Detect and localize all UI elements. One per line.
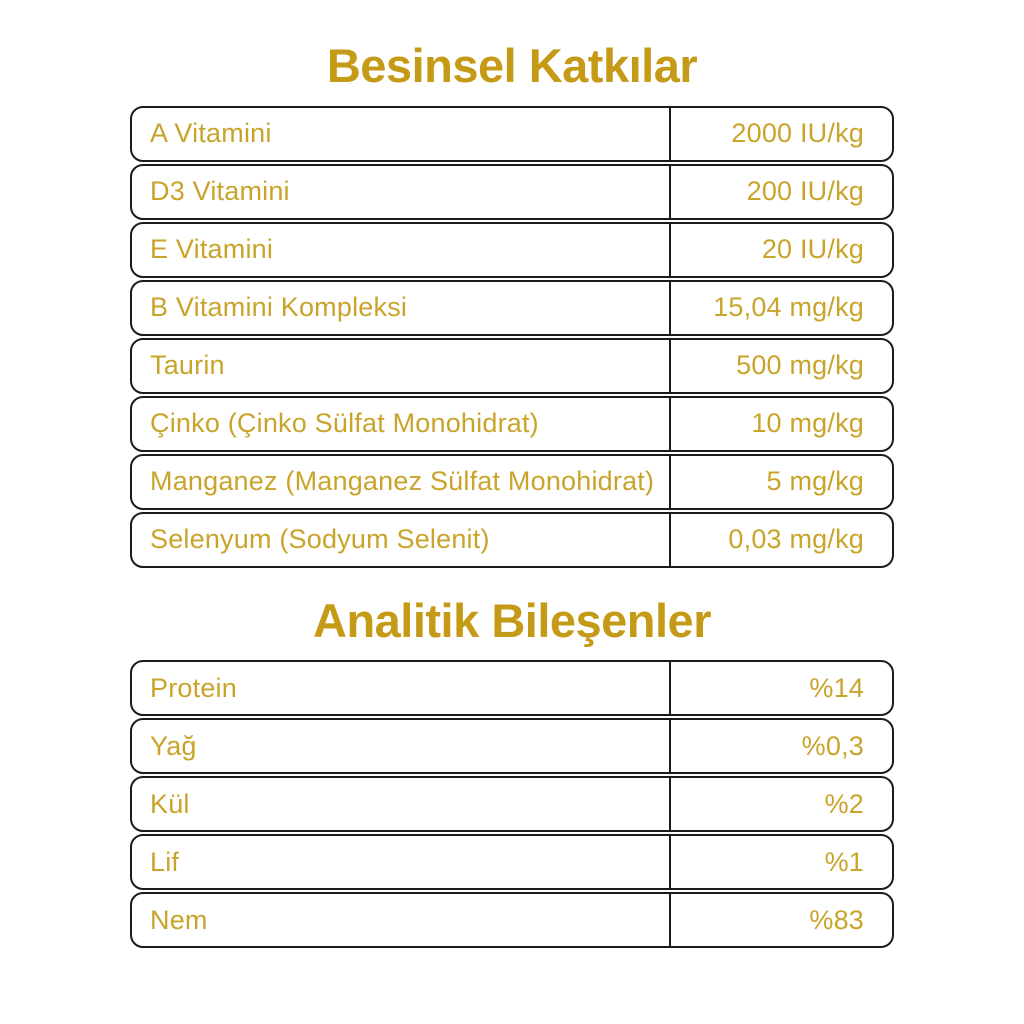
section-title-analytical-components: Analitik Bileşenler <box>313 593 712 647</box>
table-row: B Vitamini Kompleksi 15,04 mg/kg <box>130 279 894 336</box>
row-value: %0,3 <box>801 730 864 761</box>
row-label: Manganez (Manganez Sülfat Monohidrat) <box>132 455 671 508</box>
row-value: 0,03 mg/kg <box>728 524 864 555</box>
row-value: 500 mg/kg <box>736 350 864 381</box>
table-row: Lif %1 <box>130 834 894 891</box>
table-row: Manganez (Manganez Sülfat Monohidrat) 5 … <box>130 453 894 510</box>
row-label: Yağ <box>132 720 671 773</box>
table-row: Nem %83 <box>130 892 894 949</box>
row-label: Lif <box>132 836 671 889</box>
row-value: 10 mg/kg <box>751 408 864 439</box>
row-value: %14 <box>809 672 864 703</box>
row-label: Taurin <box>132 339 671 392</box>
row-label: D3 Vitamini <box>132 165 671 218</box>
row-label: Çinko (Çinko Sülfat Monohidrat) <box>132 397 671 450</box>
row-label: Nem <box>132 894 671 947</box>
row-value: 2000 IU/kg <box>731 118 864 149</box>
row-value: 20 IU/kg <box>761 234 864 265</box>
row-label: B Vitamini Kompleksi <box>132 281 671 334</box>
section-title-nutritional-additives: Besinsel Katkılar <box>326 39 698 92</box>
table-row: Çinko (Çinko Sülfat Monohidrat) 10 mg/kg <box>130 395 894 452</box>
row-label: Selenyum (Sodyum Selenit) <box>132 513 671 566</box>
row-value: 15,04 mg/kg <box>713 292 864 323</box>
table-row: Selenyum (Sodyum Selenit) 0,03 mg/kg <box>130 511 894 568</box>
table-row: Protein %14 <box>130 660 894 717</box>
row-value: 200 IU/kg <box>746 176 864 207</box>
table-row: Taurin 500 mg/kg <box>130 337 894 394</box>
row-value: %2 <box>824 788 864 819</box>
row-value: %1 <box>824 846 864 877</box>
row-label: A Vitamini <box>132 107 671 160</box>
table-row: E Vitamini 20 IU/kg <box>130 221 894 278</box>
analytical-components-table: Protein %14 Yağ %0,3 Kül %2 Lif %1 Nem %… <box>130 660 894 949</box>
table-row: Kül %2 <box>130 776 894 833</box>
row-label: Protein <box>132 662 671 715</box>
row-value: %83 <box>809 904 864 935</box>
row-label: Kül <box>132 778 671 831</box>
nutritional-additives-table: A Vitamini 2000 IU/kg D3 Vitamini 200 IU… <box>130 105 894 568</box>
row-label: E Vitamini <box>132 223 671 276</box>
row-value: 5 mg/kg <box>766 466 864 497</box>
table-row: D3 Vitamini 200 IU/kg <box>130 163 894 220</box>
table-row: Yağ %0,3 <box>130 718 894 775</box>
table-row: A Vitamini 2000 IU/kg <box>130 105 894 162</box>
